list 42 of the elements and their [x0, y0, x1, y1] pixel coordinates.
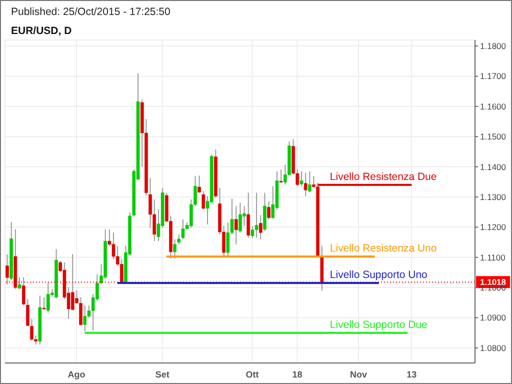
x-tick-label: Nov	[350, 369, 368, 380]
y-tick-label: 1.1100	[480, 252, 506, 262]
candlestick	[6, 254, 9, 286]
candlestick	[279, 169, 283, 184]
y-tick-label: 1.1500	[480, 132, 506, 142]
candlestick	[42, 296, 46, 310]
candlestick	[304, 172, 308, 197]
series-label: Livello Supporto Due	[330, 318, 428, 331]
x-tick-label: Set	[155, 369, 170, 380]
series-label: Livello Supporto Uno	[330, 269, 428, 282]
candlestick	[83, 305, 87, 332]
candlestick	[198, 175, 201, 194]
x-tick-label: Ago	[68, 369, 86, 380]
candlestick	[267, 200, 270, 220]
y-tick-label: 1.0800	[480, 342, 506, 353]
series-label: Livello Resistenza Uno	[330, 242, 437, 254]
candlestick	[46, 282, 50, 313]
x-tick-label: 18	[292, 369, 302, 380]
candlestick	[70, 254, 74, 311]
candlestick	[79, 296, 82, 326]
y-tick-label: 1.1200	[480, 222, 506, 232]
candlestick	[202, 190, 206, 210]
x-tick-label: 13	[406, 369, 417, 380]
candlestick	[30, 318, 34, 341]
y-tick-label: 1.1400	[480, 162, 506, 172]
y-tick-label: 1.1600	[480, 101, 506, 112]
y-tick-label: 1.1300	[480, 192, 506, 202]
text: Published: 25/Oct/2015 - 17:25:50	[11, 6, 170, 18]
candlestick	[173, 238, 176, 260]
candlestick	[22, 276, 26, 306]
candlestick	[263, 192, 266, 232]
chart-title: EUR/USD, D	[11, 25, 72, 37]
candlestick	[308, 170, 312, 193]
y-tick-label: 1.1700	[480, 71, 506, 82]
candlestick	[238, 202, 242, 234]
candlestick	[254, 192, 258, 238]
y-tick-label: 1.0900	[480, 312, 506, 323]
y-tick-label: 1.1800	[480, 41, 506, 52]
candlestick	[234, 206, 238, 245]
x-tick-label: Ott	[246, 369, 259, 380]
series-label: Livello Resistenza Due	[330, 170, 437, 183]
candlestick	[246, 192, 250, 238]
